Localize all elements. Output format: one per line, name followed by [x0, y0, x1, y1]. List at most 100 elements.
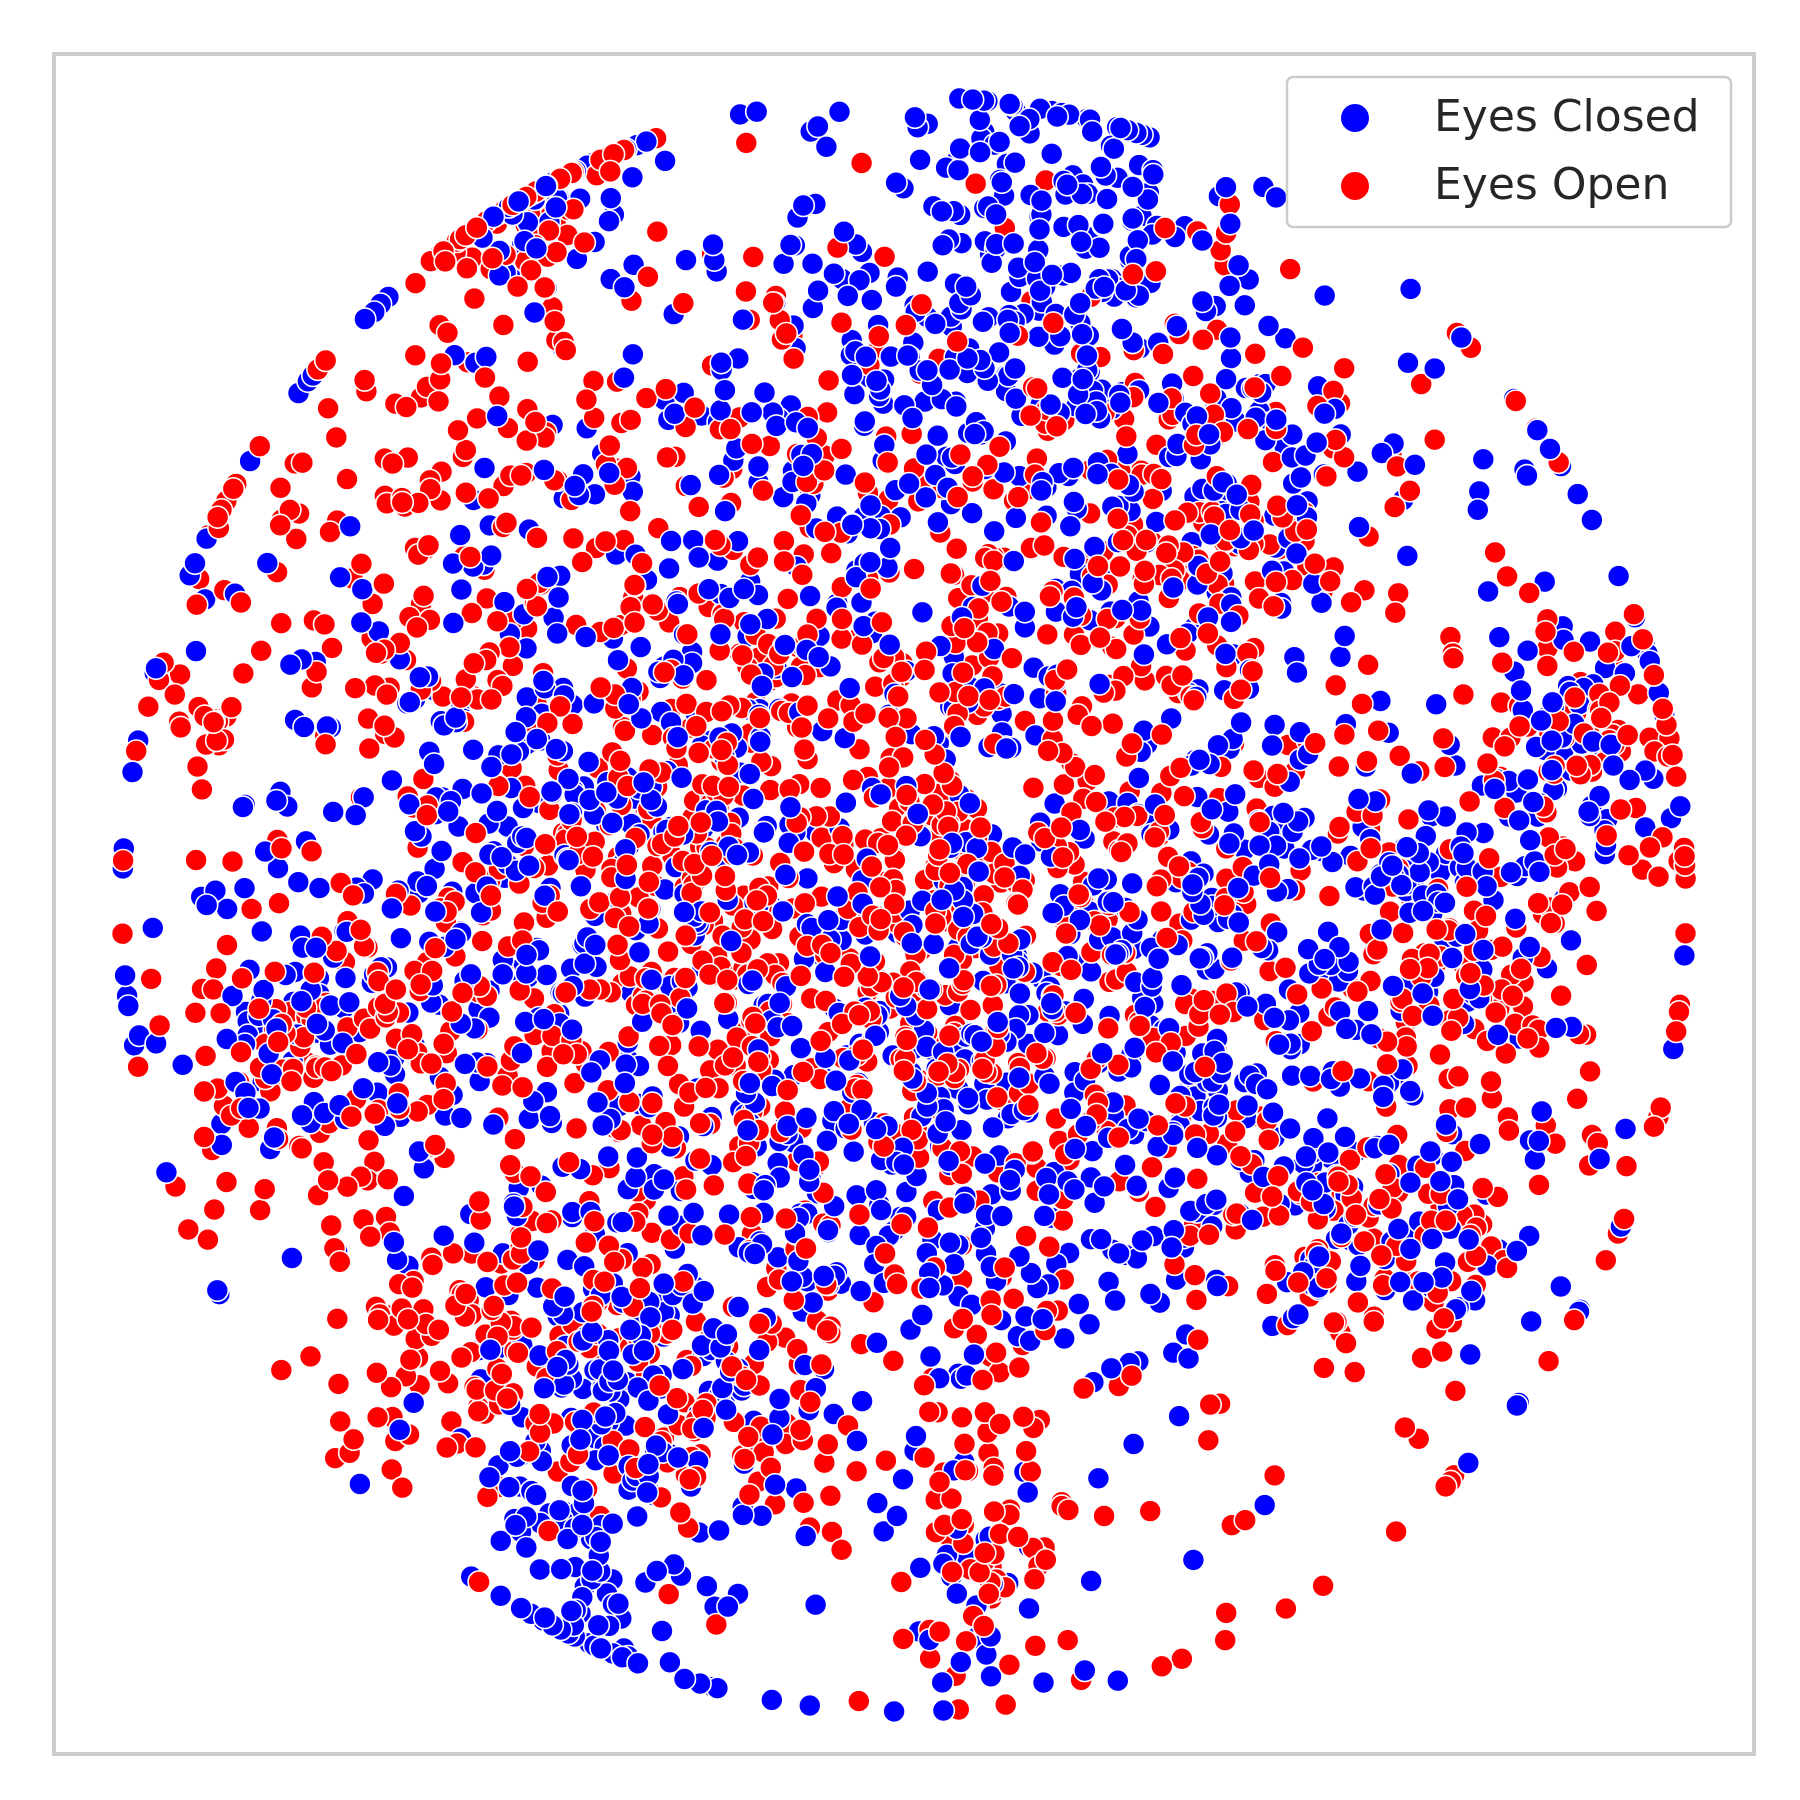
point-eyes-closed	[497, 1475, 522, 1499]
point-eyes-closed	[1069, 230, 1093, 254]
point-eyes-closed	[570, 1478, 595, 1503]
point-eyes-closed	[1073, 402, 1098, 426]
point-eyes-closed	[713, 499, 737, 524]
point-eyes-open	[628, 1276, 652, 1300]
point-eyes-open	[1127, 1014, 1152, 1038]
point-eyes-closed	[1136, 187, 1160, 212]
point-eyes-closed	[982, 519, 1007, 544]
point-eyes-closed	[1045, 104, 1069, 129]
point-eyes-closed	[620, 165, 645, 190]
point-eyes-open	[1594, 823, 1619, 848]
point-eyes-closed	[1122, 1036, 1147, 1060]
point-eyes-open	[1034, 1548, 1058, 1572]
point-eyes-open	[1143, 825, 1167, 850]
point-eyes-closed	[1482, 777, 1507, 801]
point-eyes-open	[247, 996, 271, 1021]
point-eyes-closed	[1617, 768, 1642, 792]
point-eyes-open	[866, 324, 891, 349]
point-eyes-closed	[798, 584, 822, 608]
point-eyes-closed	[534, 174, 558, 198]
point-eyes-open	[390, 1475, 415, 1500]
point-eyes-open	[1479, 1069, 1503, 1094]
point-eyes-closed	[1312, 401, 1337, 426]
point-eyes-open	[1497, 1118, 1521, 1143]
point-eyes-closed	[205, 1278, 230, 1303]
point-eyes-open	[622, 573, 647, 597]
point-eyes-closed	[389, 926, 413, 951]
point-eyes-open	[791, 1491, 816, 1515]
point-eyes-closed	[1062, 547, 1087, 571]
point-eyes-closed	[1517, 935, 1542, 959]
point-eyes-open	[562, 1071, 587, 1095]
point-eyes-open	[433, 249, 458, 274]
point-eyes-open	[1309, 976, 1334, 1001]
point-eyes-open	[788, 503, 813, 528]
point-eyes-open	[509, 1225, 533, 1250]
point-eyes-closed	[510, 1041, 534, 1065]
point-eyes-open	[1011, 1405, 1036, 1429]
point-eyes-closed	[1287, 846, 1312, 871]
point-eyes-closed	[1395, 544, 1420, 568]
point-eyes-closed	[1007, 114, 1032, 138]
point-eyes-open	[693, 1076, 718, 1100]
point-eyes-closed	[478, 1338, 503, 1362]
point-eyes-closed	[1284, 541, 1309, 566]
point-eyes-open	[1223, 1119, 1247, 1144]
point-eyes-open	[1285, 982, 1309, 1007]
point-eyes-open	[184, 848, 208, 872]
point-eyes-closed	[900, 406, 925, 430]
point-eyes-closed	[403, 819, 427, 844]
point-eyes-open	[248, 1198, 272, 1222]
point-eyes-open	[408, 972, 433, 997]
point-eyes-closed	[944, 394, 969, 419]
point-eyes-closed	[1549, 1274, 1573, 1299]
point-eyes-open	[846, 1689, 871, 1713]
point-eyes-open	[1565, 1087, 1589, 1111]
point-eyes-closed	[1148, 1073, 1172, 1097]
point-eyes-closed	[1255, 1077, 1279, 1102]
point-eyes-open	[533, 1180, 558, 1204]
point-eyes-open	[1150, 722, 1174, 747]
point-eyes-closed	[585, 1090, 610, 1115]
point-eyes-open	[1358, 836, 1383, 861]
point-eyes-open	[1332, 356, 1356, 381]
point-eyes-closed	[1087, 672, 1112, 696]
point-eyes-closed	[1422, 356, 1447, 381]
point-eyes-open	[289, 1136, 314, 1161]
legend: Eyes Closed Eyes Open	[1285, 75, 1733, 229]
point-eyes-closed	[170, 1053, 195, 1077]
point-eyes-closed	[997, 92, 1022, 116]
point-eyes-open	[798, 1390, 823, 1414]
point-eyes-closed	[877, 632, 902, 657]
point-eyes-closed	[885, 1504, 909, 1528]
point-eyes-closed	[1091, 212, 1116, 236]
point-eyes-open	[976, 1582, 1001, 1606]
point-eyes-open	[816, 368, 841, 393]
point-eyes-open	[988, 1412, 1013, 1436]
point-eyes-closed	[1262, 713, 1287, 737]
point-eyes-open	[1247, 810, 1272, 835]
point-eyes-open	[208, 1001, 233, 1026]
point-eyes-closed	[803, 1592, 828, 1617]
point-eyes-closed	[822, 261, 846, 286]
point-eyes-open	[247, 434, 272, 459]
point-eyes-open	[601, 616, 626, 640]
point-eyes-closed	[594, 780, 619, 805]
point-eyes-open	[1664, 1019, 1688, 1044]
point-eyes-closed	[1538, 437, 1562, 461]
point-eyes-closed	[931, 1698, 956, 1723]
point-eyes-open	[1114, 424, 1139, 449]
point-eyes-closed	[636, 1452, 661, 1476]
point-eyes-closed	[612, 365, 636, 390]
point-eyes-open	[849, 151, 874, 175]
point-eyes-open	[945, 329, 970, 354]
point-eyes-open	[1589, 706, 1613, 730]
point-eyes-closed	[1264, 185, 1288, 210]
point-eyes-open	[147, 1013, 172, 1038]
point-eyes-open	[938, 861, 962, 885]
point-eyes-open	[1051, 845, 1075, 870]
point-eyes-closed	[509, 1596, 533, 1620]
point-eyes-open	[977, 688, 1002, 712]
point-eyes-open	[466, 1399, 491, 1424]
point-eyes-closed	[899, 931, 924, 956]
